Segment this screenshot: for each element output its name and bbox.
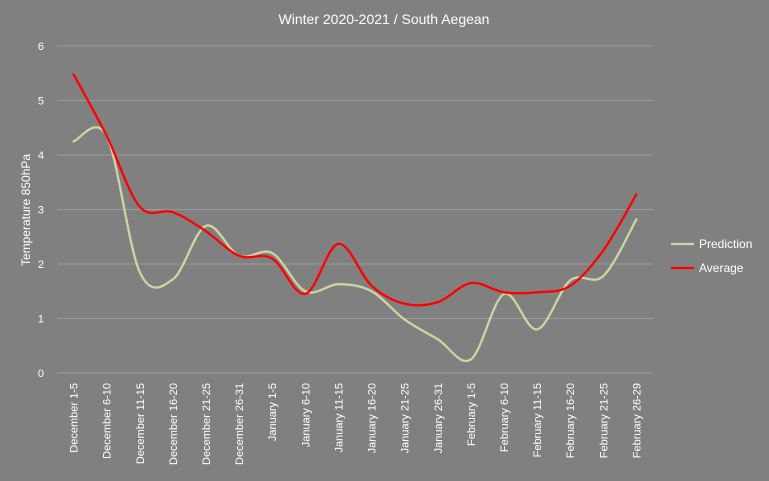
y-tick-label: 3 [38,205,44,217]
gridlines [57,45,653,374]
x-tick-label: January 1-5 [267,383,279,441]
x-tick-label: December 16-20 [168,383,180,465]
x-tick-label: February 11-15 [532,383,544,457]
y-tick-label: 4 [38,150,44,162]
x-tick-label: December 26-31 [234,383,246,465]
x-tick-label: January 21-25 [400,383,412,453]
series-line-prediction [72,126,638,363]
y-tick-label: 1 [38,314,44,326]
series-layer [72,73,638,363]
x-tick-label: January 6-10 [300,383,312,447]
y-tick-label: 2 [38,259,44,271]
y-tick-label: 5 [38,96,44,108]
x-tick-label: December 21-25 [201,383,213,465]
chart-title: Winter 2020-2021 / South Aegean [279,11,490,27]
x-tick-label: January 26-31 [433,383,445,453]
y-axis-ticks: 0 1 2 3 4 5 6 [38,41,44,380]
x-axis-ticks: December 1-5 December 6-10 December 11-15 D… [69,383,644,465]
y-tick-label: 6 [38,41,44,53]
legend: Prediction Average [671,237,752,275]
x-tick-label: January 16-20 [367,383,379,453]
x-tick-label: February 1-5 [466,383,478,446]
x-tick-label: February 21-25 [598,383,610,458]
x-tick-label: December 11-15 [135,383,147,464]
series-line-average [72,73,638,307]
x-tick-label: February 6-10 [499,383,511,452]
legend-label: Average [699,261,744,275]
x-tick-label: January 11-15 [333,383,345,453]
x-tick-label: February 26-29 [631,383,643,458]
y-axis-title: Temperature 850hPa [19,154,33,266]
x-tick-label: February 16-20 [565,383,577,458]
legend-label: Prediction [699,237,752,251]
x-tick-label: December 6-10 [102,383,114,459]
y-tick-label: 0 [38,368,44,380]
x-tick-label: December 1-5 [69,383,81,453]
